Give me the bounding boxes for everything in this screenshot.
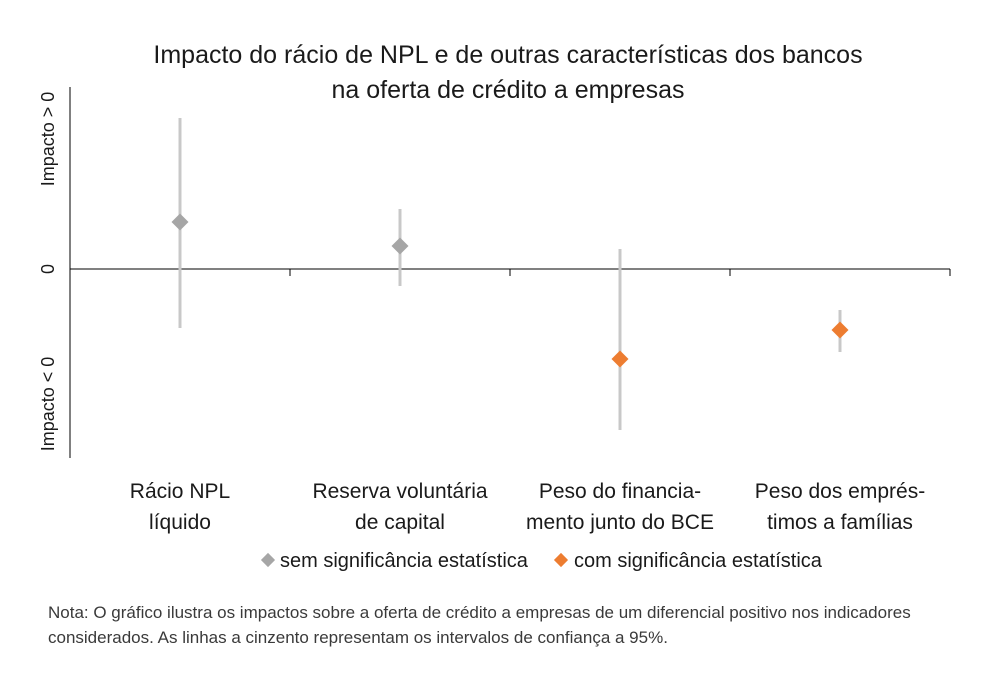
chart: Impacto do rácio de NPL e de outras cara… — [38, 41, 951, 572]
category-label: de capital — [355, 511, 445, 534]
legend-label-not-significant: sem significância estatística — [280, 550, 529, 572]
point-significant — [831, 321, 849, 339]
legend-label-significant: com significância estatística — [574, 550, 823, 572]
chart-title-line-1: Impacto do rácio de NPL e de outras cara… — [153, 41, 862, 69]
category-label: mento junto do BCE — [526, 511, 714, 534]
category-label: líquido — [149, 511, 211, 534]
legend-marker-not-significant — [260, 552, 276, 568]
chart-title-line-2: na oferta de crédito a empresas — [332, 76, 685, 104]
category-label: Peso dos emprés- — [755, 480, 925, 503]
legend: sem significância estatística com signif… — [260, 550, 823, 572]
y-label-negative: Impacto < 0 — [38, 357, 58, 452]
category-label: Rácio NPL — [130, 480, 230, 503]
category-label: timos a famílias — [767, 511, 913, 534]
legend-marker-significant — [553, 552, 569, 568]
y-label-zero: 0 — [38, 264, 58, 274]
point-not-significant — [171, 213, 189, 231]
chart-note: Nota: O gráfico ilustra os impactos sobr… — [48, 603, 911, 647]
point-not-significant — [391, 237, 409, 255]
category-label: Reserva voluntária — [312, 480, 487, 503]
y-label-positive: Impacto > 0 — [38, 92, 58, 187]
point-significant — [611, 350, 629, 368]
category-label: Peso do financia- — [539, 480, 701, 503]
